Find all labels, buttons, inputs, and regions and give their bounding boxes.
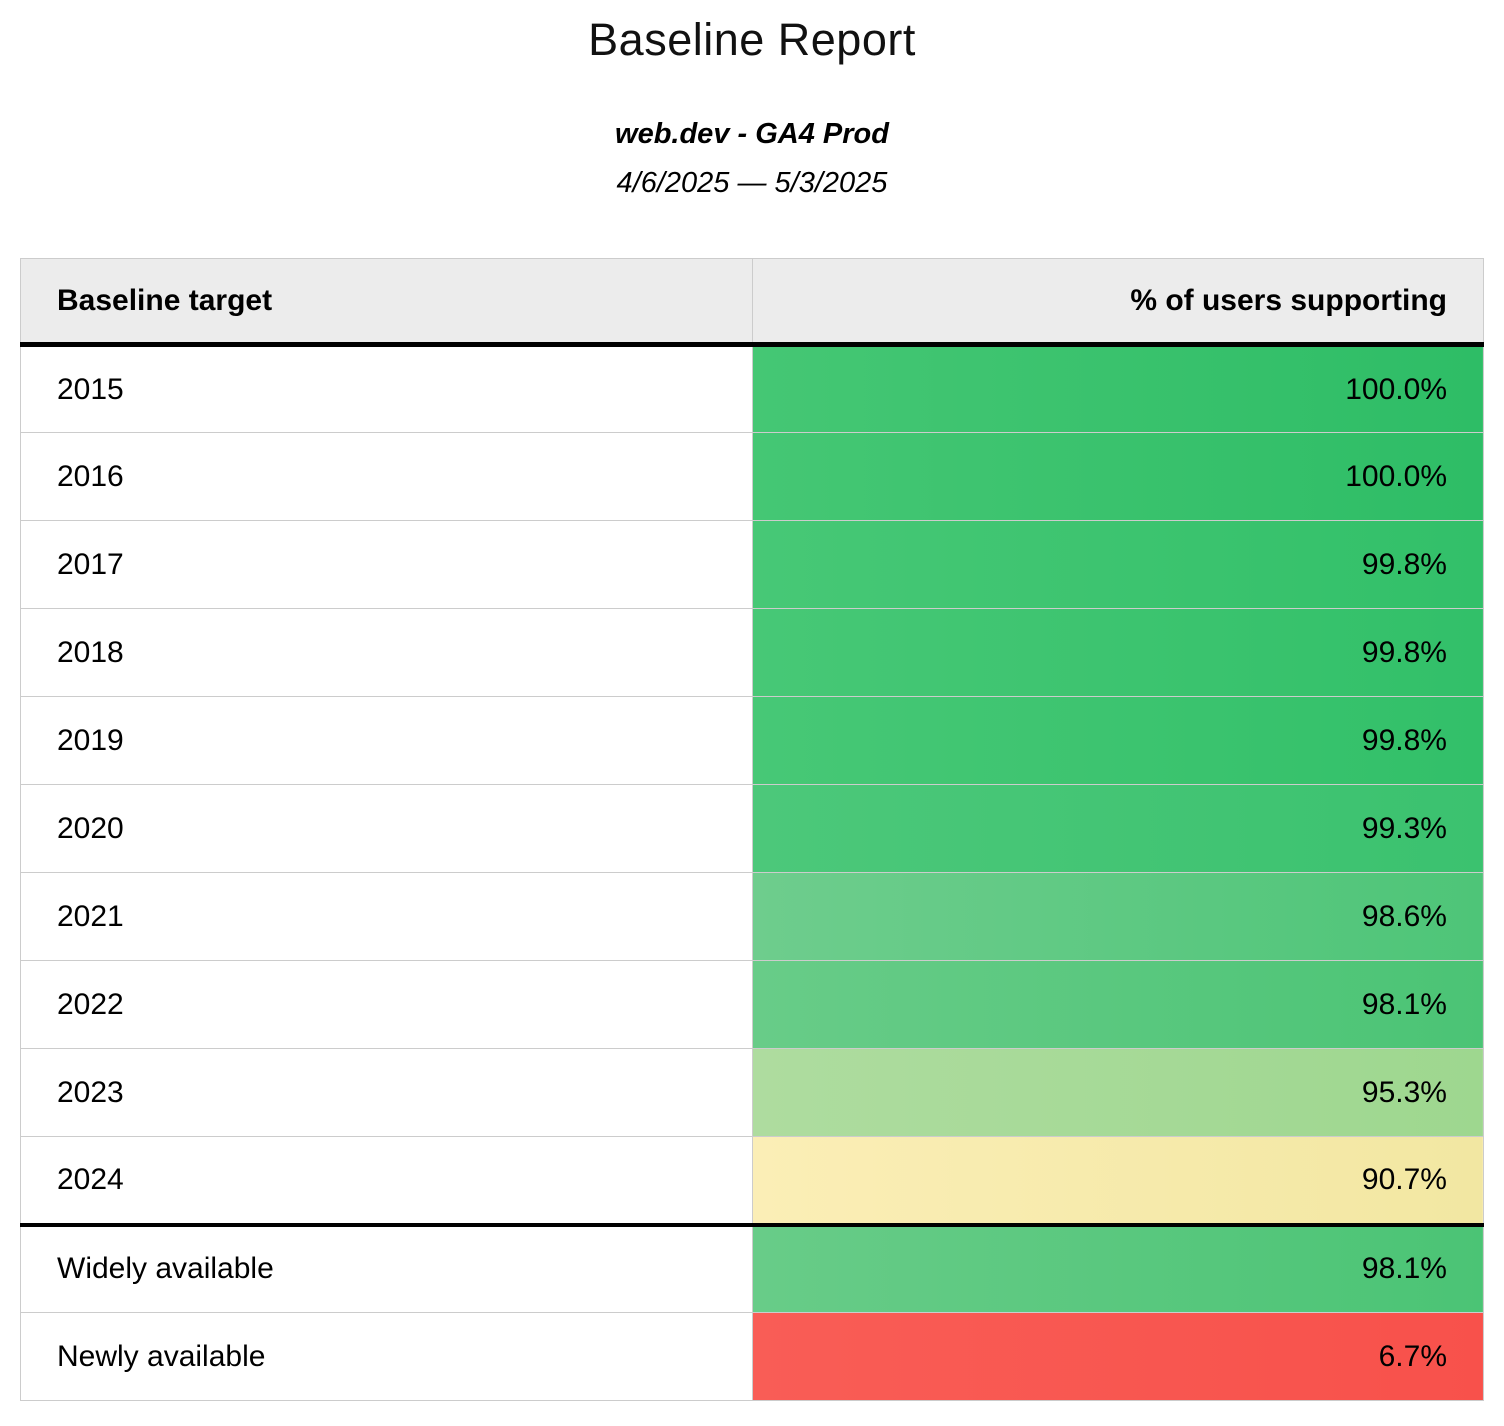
row-value: 99.3% <box>751 784 1484 873</box>
page-title: Baseline Report <box>588 14 916 65</box>
table-row: 2021 98.6% <box>20 872 1484 961</box>
table-row: 2020 99.3% <box>20 784 1484 873</box>
row-label: 2017 <box>20 520 753 609</box>
row-label: Newly available <box>20 1312 753 1401</box>
report-subtitle: web.dev - GA4 Prod <box>615 118 889 150</box>
table-row: 2016 100.0% <box>20 432 1484 521</box>
table-row: 2023 95.3% <box>20 1048 1484 1137</box>
row-value: 6.7% <box>751 1312 1484 1401</box>
row-label: 2016 <box>20 432 753 521</box>
table-row: 2019 99.8% <box>20 696 1484 785</box>
row-value: 100.0% <box>751 432 1484 521</box>
table-row: 2015 100.0% <box>20 344 1484 433</box>
row-label: 2024 <box>20 1136 753 1227</box>
row-value: 99.8% <box>751 608 1484 697</box>
report-date-range: 4/6/2025 — 5/3/2025 <box>616 167 888 199</box>
row-label: 2018 <box>20 608 753 697</box>
row-label: 2015 <box>20 344 753 433</box>
row-label: 2020 <box>20 784 753 873</box>
table-row: Widely available 98.1% <box>20 1224 1484 1313</box>
row-value: 99.8% <box>751 520 1484 609</box>
table-row: 2024 90.7% <box>20 1136 1484 1227</box>
row-value: 98.1% <box>751 1224 1484 1313</box>
row-label: 2023 <box>20 1048 753 1137</box>
table-row: 2018 99.8% <box>20 608 1484 697</box>
column-header-percent-supporting: % of users supporting <box>751 258 1484 347</box>
table-header-row: Baseline target % of users supporting <box>20 258 1484 347</box>
row-label: Widely available <box>20 1224 753 1313</box>
row-value: 98.1% <box>751 960 1484 1049</box>
table-row: 2017 99.8% <box>20 520 1484 609</box>
row-label: 2022 <box>20 960 753 1049</box>
row-value: 90.7% <box>751 1136 1484 1227</box>
row-value: 98.6% <box>751 872 1484 961</box>
row-label: 2021 <box>20 872 753 961</box>
row-value: 99.8% <box>751 696 1484 785</box>
column-header-baseline-target: Baseline target <box>20 258 753 347</box>
row-value: 95.3% <box>751 1048 1484 1137</box>
row-value: 100.0% <box>751 344 1484 433</box>
row-label: 2019 <box>20 696 753 785</box>
table-row: 2022 98.1% <box>20 960 1484 1049</box>
baseline-report-table: Baseline target % of users supporting 20… <box>20 258 1484 1401</box>
table-row: Newly available 6.7% <box>20 1312 1484 1401</box>
